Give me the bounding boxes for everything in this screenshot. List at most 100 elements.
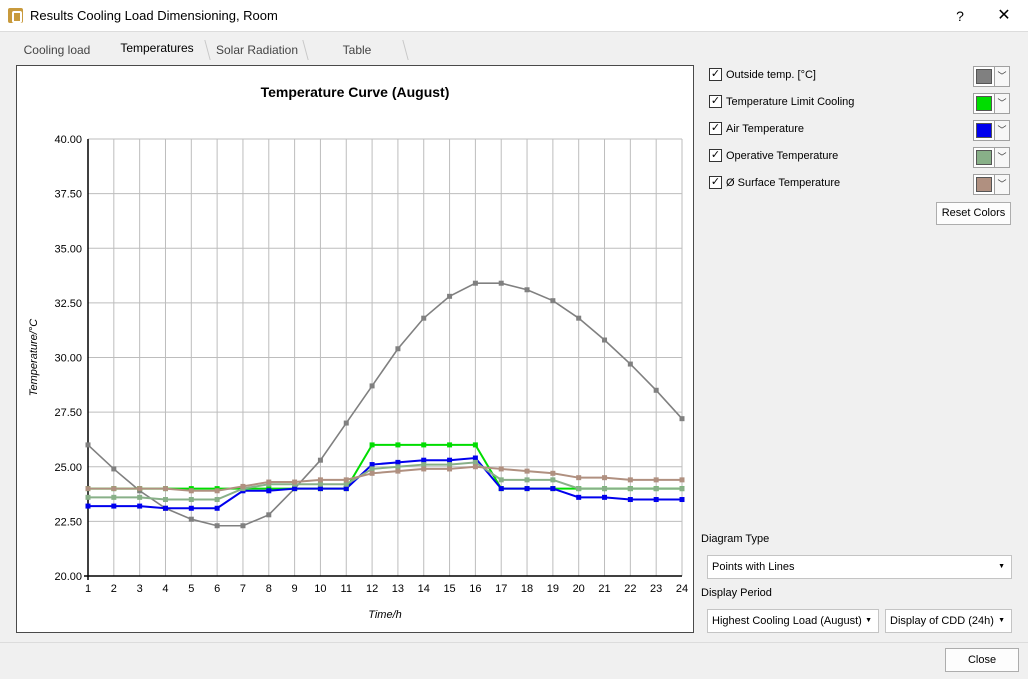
data-point [317,477,323,483]
data-point [524,468,530,474]
data-point [395,346,401,352]
data-point [472,464,478,470]
series-line [88,456,682,510]
x-tick-label: 16 [469,583,481,595]
data-point [188,488,194,494]
x-tick-label: 8 [266,583,272,595]
x-axis-label: Time/h [368,609,402,621]
legend-row-outside-temp: ✓ Outside temp. [°C] ﹀ [709,66,1014,87]
chevron-down-icon[interactable]: ﹀ [995,120,1010,141]
display-period-value: Highest Cooling Load (August) [712,615,862,627]
data-point [653,387,659,393]
data-point [576,494,582,500]
data-point [317,486,323,492]
color-swatch [976,177,992,192]
temp-limit-color-button[interactable] [973,93,995,114]
data-point [653,486,659,492]
outside-temp-color-button[interactable] [973,66,995,87]
diagram-type-select[interactable]: Points with Lines ▼ [707,555,1012,579]
operative-temp-color-button[interactable] [973,147,995,168]
dropdown-arrow-icon: ▼ [998,563,1005,570]
data-point [472,280,478,286]
series-line [87,282,683,527]
data-point [498,280,504,286]
diagram-type-label: Diagram Type [701,533,770,545]
display-period-select[interactable]: Highest Cooling Load (August) ▼ [707,609,879,633]
tab-solar-radiation[interactable]: Solar Radiation [215,43,299,57]
data-point [447,293,453,299]
color-swatch [976,96,992,111]
chevron-down-icon[interactable]: ﹀ [995,147,1010,168]
data-point [111,486,117,492]
operative-temp-checkbox[interactable]: ✓ [709,149,722,162]
data-point [369,470,375,476]
legend-row-operative-temp: ✓ Operative Temperature ﹀ [709,147,1014,168]
x-tick-label: 1 [85,583,91,595]
data-point [162,505,168,511]
data-point [137,486,143,492]
close-button[interactable]: Close [945,648,1019,672]
y-tick-label: 32.50 [54,298,82,310]
data-point [498,477,504,483]
y-tick-label: 25.00 [54,462,82,474]
data-point [240,523,246,529]
data-point [188,497,194,503]
data-point [317,457,323,463]
help-icon[interactable]: ? [956,8,964,24]
data-point [602,494,608,500]
data-point [266,488,272,494]
data-point [498,466,504,472]
y-tick-label: 20.00 [54,571,82,583]
tab-cooling-load[interactable]: Cooling load [23,43,91,57]
x-tick-label: 2 [111,583,117,595]
temperature-chart: 20.00 22.50 25.00 27.50 30.00 32.50 35.00 37.50… [28,134,688,621]
tab-table[interactable]: Table [342,43,372,57]
air-temp-checkbox[interactable]: ✓ [709,122,722,135]
surface-temp-color-button[interactable] [973,174,995,195]
air-temp-color-button[interactable] [973,120,995,141]
y-tick-label: 27.50 [54,407,82,419]
data-point [524,287,530,293]
data-point [679,477,685,483]
y-tick-label: 22.50 [54,516,82,528]
close-icon[interactable]: ✕ [997,7,1011,24]
data-point [111,503,117,509]
series-line [88,461,682,501]
data-point [188,516,194,522]
x-tick-label: 6 [214,583,220,595]
legend-label: Outside temp. [°C] [726,69,816,81]
x-tick-label: 22 [624,583,636,595]
data-point [85,442,91,448]
data-point [602,337,608,343]
diagram-type-value: Points with Lines [712,561,795,573]
data-point [498,486,504,492]
outside-temp-checkbox[interactable]: ✓ [709,68,722,81]
surface-temp-checkbox[interactable]: ✓ [709,176,722,189]
x-tick-label: 23 [650,583,662,595]
data-point [214,523,220,529]
data-point [162,497,168,503]
data-point [550,477,556,483]
chevron-down-icon[interactable]: ﹀ [995,174,1010,195]
data-point [137,494,143,500]
data-point [447,462,453,468]
data-point [550,470,556,476]
title-bar: Results Cooling Load Dimensioning, Room … [0,0,1028,32]
chevron-down-icon[interactable]: ﹀ [995,93,1010,114]
x-tick-label: 12 [366,583,378,595]
display-cdd-value: Display of CDD (24h) [890,615,994,627]
data-point [679,416,685,422]
chart-title: Temperature Curve (August) [260,84,450,100]
chevron-down-icon[interactable]: ﹀ [995,66,1010,87]
x-tick-label: 18 [521,583,533,595]
y-tick-label: 37.50 [54,189,82,201]
tab-temperatures[interactable]: Temperatures [120,41,194,55]
data-point [266,479,272,485]
data-point [395,459,401,465]
chart-panel: Temperature Curve (August) 20.00 22.50 25.… [16,65,694,633]
display-cdd-select[interactable]: Display of CDD (24h) ▼ [885,609,1012,633]
temp-limit-checkbox[interactable]: ✓ [709,95,722,108]
legend-row-surface-temp: ✓ Ø Surface Temperature ﹀ [709,174,1014,195]
reset-colors-button[interactable]: Reset Colors [936,202,1011,225]
x-tick-label: 11 [341,583,352,595]
